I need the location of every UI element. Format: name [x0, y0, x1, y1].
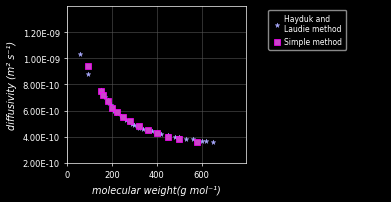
Hayduk and
Laudie method	[102, 96, 109, 100]
Y-axis label: diffusivity (m² s⁻¹): diffusivity (m² s⁻¹)	[7, 41, 17, 129]
Hayduk and
Laudie method	[176, 136, 182, 139]
Hayduk and
Laudie method	[129, 122, 135, 126]
Hayduk and
Laudie method	[134, 125, 140, 128]
Hayduk and
Laudie method	[199, 139, 205, 143]
Simple method	[98, 90, 104, 93]
Hayduk and
Laudie method	[149, 130, 156, 134]
Simple method	[100, 94, 106, 97]
Hayduk and
Laudie method	[145, 129, 151, 132]
Simple method	[145, 129, 151, 132]
Hayduk and
Laudie method	[172, 135, 178, 139]
Hayduk and
Laudie method	[131, 124, 138, 127]
Hayduk and
Laudie method	[120, 116, 126, 119]
Hayduk and
Laudie method	[190, 138, 196, 141]
Hayduk and
Laudie method	[77, 54, 84, 57]
Simple method	[113, 111, 120, 114]
Hayduk and
Laudie method	[85, 73, 91, 76]
Hayduk and
Laudie method	[140, 128, 147, 131]
Hayduk and
Laudie method	[203, 140, 209, 143]
Hayduk and
Laudie method	[122, 119, 129, 122]
Hayduk and
Laudie method	[100, 93, 106, 96]
Simple method	[127, 120, 133, 123]
Simple method	[154, 132, 160, 135]
Simple method	[104, 100, 111, 103]
Simple method	[120, 116, 126, 119]
Hayduk and
Laudie method	[98, 88, 104, 92]
Hayduk and
Laudie method	[111, 109, 117, 113]
Hayduk and
Laudie method	[154, 132, 160, 135]
Simple method	[194, 141, 200, 144]
Hayduk and
Laudie method	[183, 137, 189, 141]
Legend: Hayduk and
Laudie method, Simple method: Hayduk and Laudie method, Simple method	[269, 11, 346, 50]
Hayduk and
Laudie method	[210, 141, 216, 144]
Hayduk and
Laudie method	[108, 104, 114, 107]
Hayduk and
Laudie method	[104, 99, 111, 102]
Hayduk and
Laudie method	[158, 133, 165, 136]
Hayduk and
Laudie method	[118, 115, 124, 118]
Hayduk and
Laudie method	[106, 102, 112, 105]
Simple method	[109, 107, 115, 110]
Hayduk and
Laudie method	[127, 121, 133, 124]
Hayduk and
Laudie method	[113, 112, 120, 115]
Simple method	[176, 137, 182, 141]
Hayduk and
Laudie method	[109, 107, 115, 110]
X-axis label: molecular weight(g mol⁻¹): molecular weight(g mol⁻¹)	[93, 185, 221, 195]
Simple method	[136, 125, 142, 128]
Hayduk and
Laudie method	[136, 126, 142, 129]
Hayduk and
Laudie method	[165, 134, 171, 137]
Simple method	[85, 65, 91, 68]
Simple method	[165, 135, 171, 139]
